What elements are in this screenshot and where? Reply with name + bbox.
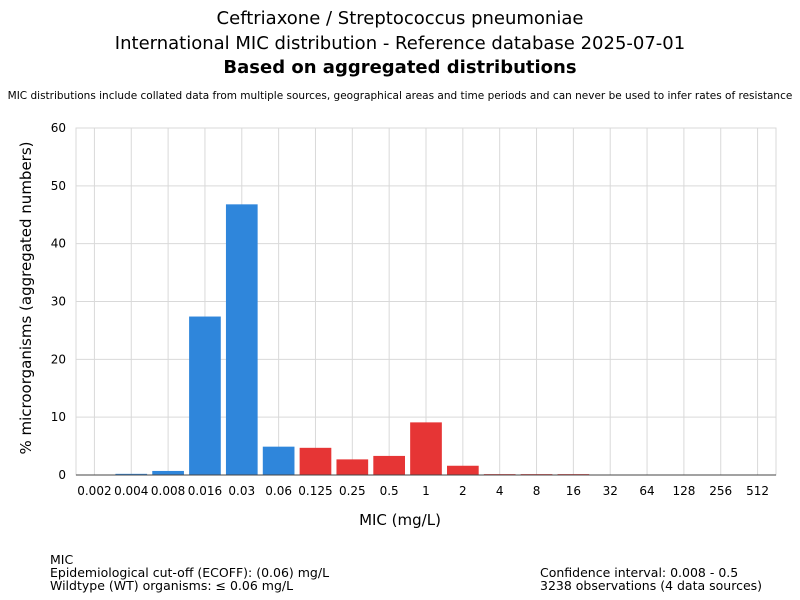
x-tick-label: 0.5 [380,484,399,498]
chart-title-line3: Based on aggregated distributions [223,57,577,78]
chart-subtitle: MIC distributions include collated data … [7,90,793,102]
x-tick-label: 2 [459,484,467,498]
bar-0.016 [189,316,221,475]
x-tick-label: 0.25 [339,484,366,498]
x-tick-label: 0.125 [298,484,332,498]
bar-0.25 [336,459,369,475]
footer-right: Confidence interval: 0.008 - 0.5 3238 ob… [540,566,762,592]
y-tick-label: 30 [51,295,66,309]
footer-left: MIC Epidemiological cut-off (ECOFF): (0.… [50,553,329,592]
footer-mic-label: MIC [50,552,74,567]
y-tick-label: 60 [51,121,66,135]
x-tick-label: 8 [533,484,541,498]
bar-0.004 [115,473,148,475]
y-axis-label: % microorganisms (aggregated numbers) [17,141,35,454]
axis-layer: 0 10 20 30 40 50 60 0.002 0.004 0.008 0.016 0.03 0.0… [51,121,776,498]
x-tick-label: 64 [639,484,654,498]
y-tick-label: 40 [51,237,66,251]
bar-2 [447,465,479,475]
chart-title-line2: International MIC distribution - Referen… [114,33,686,54]
x-tick-label: 0.03 [228,484,255,498]
x-tick-label: 512 [746,484,769,498]
y-tick-label: 0 [58,468,66,482]
bar-0.125 [299,447,332,475]
footer-wildtype: Wildtype (WT) organisms: ≤ 0.06 mg/L [50,578,294,593]
x-tick-label: 1 [422,484,430,498]
x-tick-label: 0.016 [188,484,222,498]
footer-observations: 3238 observations (4 data sources) [540,578,763,593]
x-tick-label: 32 [603,484,618,498]
x-tick-label: 128 [672,484,695,498]
x-tick-label: 0.002 [77,484,111,498]
bar-0.03 [225,204,258,475]
x-tick-label: 256 [709,484,732,498]
x-tick-label: 0.06 [265,484,292,498]
y-tick-label: 50 [51,179,66,193]
footer-ecoff: Epidemiological cut-off (ECOFF): (0.06) … [50,565,330,580]
footer-confidence-interval: Confidence interval: 0.008 - 0.5 [540,565,739,580]
x-tick-label: 0.008 [151,484,185,498]
bar-0.06 [262,446,295,475]
bar-0.008 [152,470,184,475]
x-axis-label: MIC (mg/L) [359,511,441,529]
x-tick-label: 4 [496,484,504,498]
y-tick-label: 20 [51,352,66,366]
x-tick-label: 16 [566,484,581,498]
chart-title: Ceftriaxone / Streptococcus pneumoniae [216,8,584,29]
y-tick-label: 10 [51,410,66,424]
x-tick-label: 0.004 [114,484,148,498]
bar-0.5 [373,455,405,475]
bar-1 [410,422,442,475]
bar-layer [115,204,590,475]
